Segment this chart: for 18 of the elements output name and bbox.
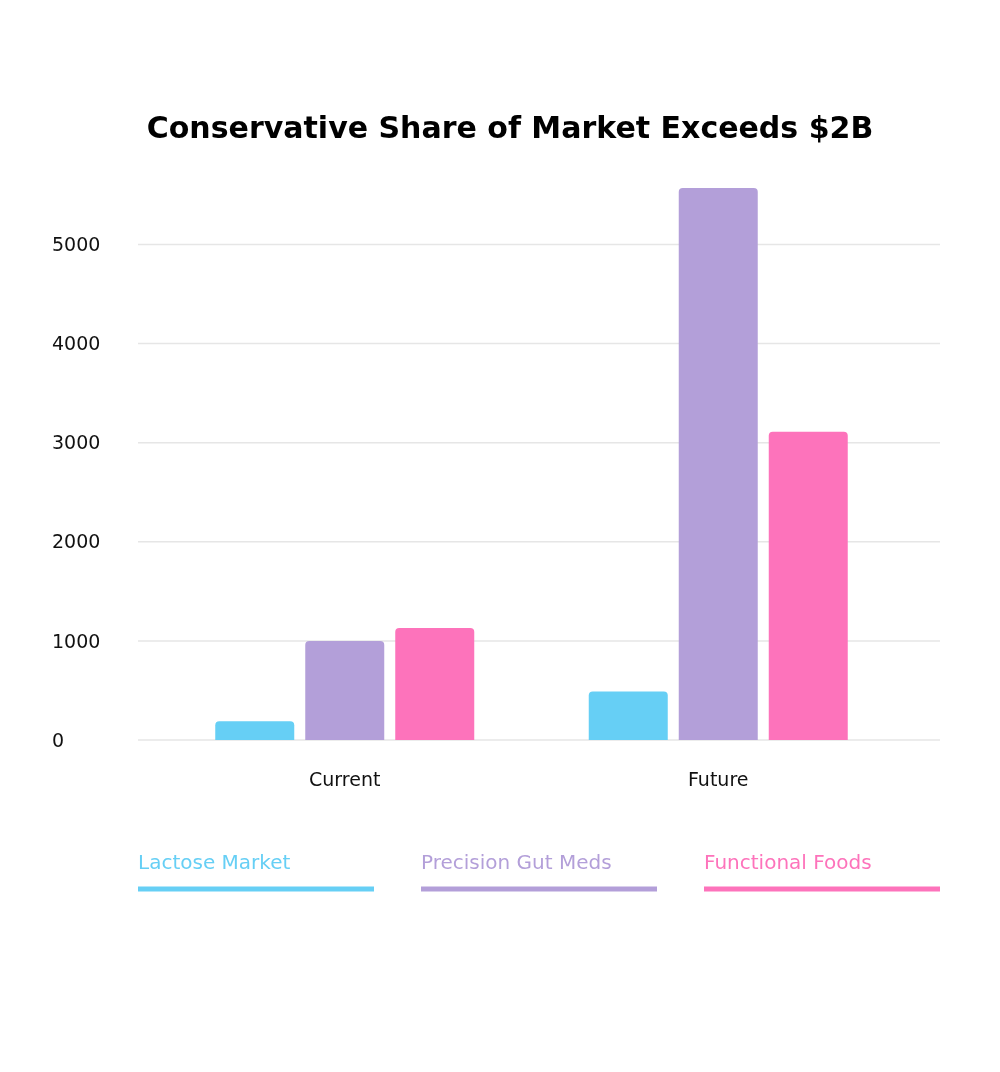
text: Functional Foods bbox=[704, 850, 872, 874]
y-tick-label: 0 bbox=[52, 728, 65, 751]
chart-title: Conservative Share of Market Exceeds $2B bbox=[146, 110, 874, 145]
bar bbox=[215, 721, 295, 740]
x-tick-label: Future bbox=[687, 768, 749, 790]
text: Precision Gut Meds bbox=[421, 850, 612, 874]
y-tick-label: 4000 bbox=[52, 332, 101, 355]
bar bbox=[678, 188, 758, 740]
bar bbox=[395, 628, 475, 740]
y-tick-label: 3000 bbox=[52, 431, 101, 454]
bar bbox=[305, 640, 385, 740]
y-tick-label: 1000 bbox=[52, 629, 101, 652]
text: Lactose Market bbox=[138, 850, 291, 874]
bar bbox=[588, 691, 668, 740]
bar bbox=[768, 431, 848, 740]
y-tick-label: 5000 bbox=[52, 233, 101, 256]
x-tick-label: Current bbox=[309, 768, 381, 790]
y-tick-label: 2000 bbox=[52, 530, 101, 553]
